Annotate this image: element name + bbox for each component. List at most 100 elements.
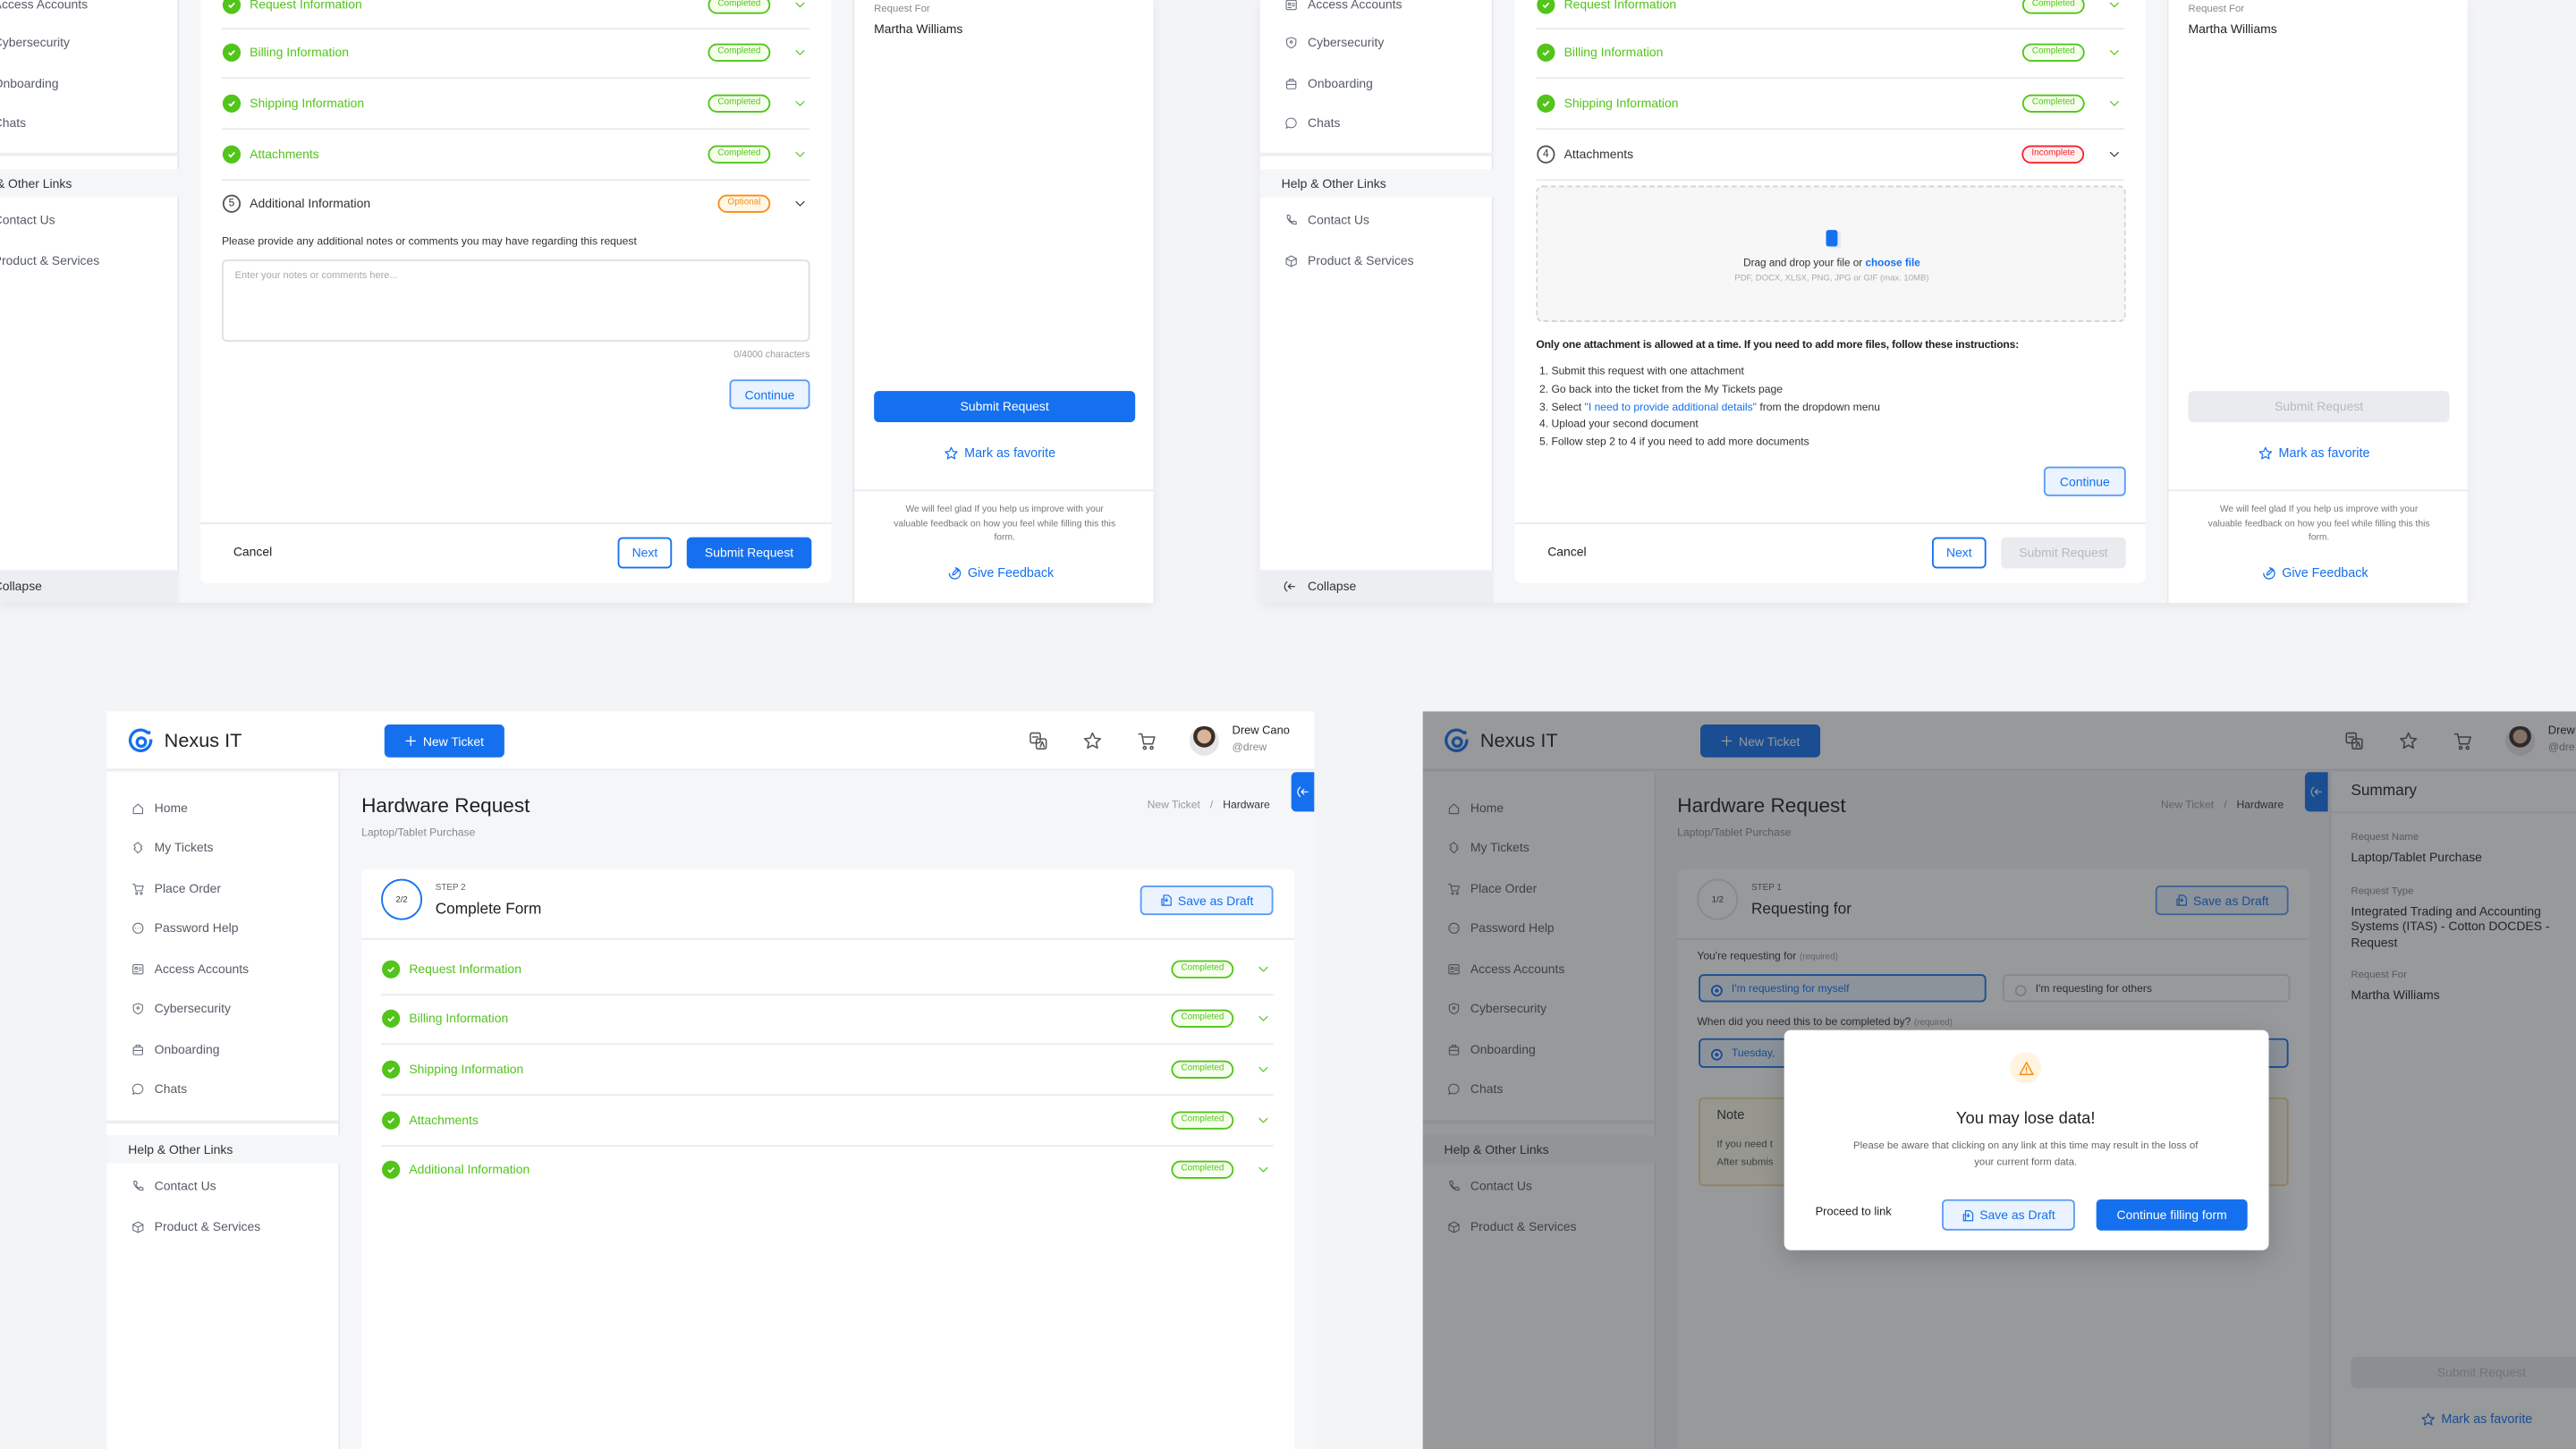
new-ticket-button[interactable]: New Ticket	[1700, 724, 1821, 758]
sidebar-item-chats[interactable]: Chats	[0, 110, 169, 136]
give-feedback-link[interactable]: Give Feedback	[2234, 562, 2405, 585]
sidebar-item-onboarding[interactable]: Onboarding	[1433, 1037, 1647, 1063]
collapse-button[interactable]: Collapse	[1259, 570, 1494, 604]
form-section-shipping-information[interactable]: Shipping Information Completed	[222, 90, 810, 116]
chevron-down-icon[interactable]	[1257, 1063, 1270, 1076]
collapse-button[interactable]: Collapse	[0, 570, 180, 604]
continue-button[interactable]: Continue	[2043, 466, 2126, 496]
mark-favorite-link[interactable]: Mark as favorite	[2397, 1408, 2568, 1431]
sidebar-item-contact-us[interactable]: Contact Us	[1433, 1173, 1647, 1199]
radio-option-others[interactable]: I'm requesting for others	[2002, 974, 2291, 1003]
form-section-attachments[interactable]: Attachments Completed	[222, 141, 810, 167]
form-section-billing-information[interactable]: Billing Information Completed	[222, 39, 810, 65]
form-section-shipping-information[interactable]: Shipping Information Completed	[381, 1056, 1273, 1082]
sidebar-item-my-tickets[interactable]: My Tickets	[1433, 835, 1647, 860]
sidebar-item-cybersecurity[interactable]: Cybersecurity	[1433, 996, 1647, 1021]
chevron-down-icon[interactable]	[1257, 1163, 1270, 1176]
sidebar-item-place-order[interactable]: Place Order	[1433, 876, 1647, 902]
chevron-down-icon[interactable]	[793, 97, 807, 110]
sidebar-item-onboarding[interactable]: Onboarding	[0, 71, 169, 97]
sidebar-item-cybersecurity[interactable]: Cybersecurity	[1270, 30, 1484, 55]
sidebar-item-access-accounts[interactable]: Access Accounts	[1270, 0, 1484, 18]
mark-favorite-link[interactable]: Mark as favorite	[2234, 442, 2405, 465]
chevron-down-icon[interactable]	[793, 148, 807, 161]
continue-button[interactable]: Continue	[729, 379, 810, 410]
sidebar-item-access-accounts[interactable]: Access Accounts	[1433, 956, 1647, 982]
sidebar-item-place-order[interactable]: Place Order	[116, 876, 330, 902]
additional-details-link[interactable]: "I need to provide additional details"	[1584, 402, 1757, 413]
form-section-billing-information[interactable]: Billing Information Completed	[381, 1005, 1273, 1031]
sidebar-item-contact-us[interactable]: Contact Us	[116, 1173, 330, 1199]
breadcrumb-new-ticket[interactable]: New Ticket	[2160, 800, 2215, 812]
sidebar-item-chats[interactable]: Chats	[1433, 1076, 1647, 1102]
submit-request-button[interactable]: Submit Request	[686, 537, 812, 569]
modal-save-draft-button[interactable]: Save as Draft	[1942, 1199, 2075, 1231]
sidebar-item-product-services[interactable]: Product & Services	[1433, 1214, 1647, 1240]
file-dropzone[interactable]: Drag and drop your file or choose file PD…	[1536, 185, 2126, 323]
sidebar-item-access-accounts[interactable]: Access Accounts	[116, 956, 330, 982]
proceed-to-link-button[interactable]: Proceed to link	[1815, 1207, 1892, 1219]
chevron-down-icon[interactable]	[2108, 0, 2122, 12]
form-section-request-information[interactable]: Request Information Completed	[381, 956, 1273, 982]
breadcrumb-new-ticket[interactable]: New Ticket	[1147, 800, 1200, 812]
next-button[interactable]: Next	[617, 537, 673, 569]
sidebar-item-product-services[interactable]: Product & Services	[0, 248, 169, 274]
form-section-additional-information[interactable]: Additional Information Completed	[381, 1157, 1273, 1182]
form-section-request-information[interactable]: Request Information Completed	[222, 0, 810, 18]
sidebar-item-onboarding[interactable]: Onboarding	[116, 1037, 330, 1063]
sidebar-item-onboarding[interactable]: Onboarding	[1270, 71, 1484, 97]
sidebar-item-chats[interactable]: Chats	[1270, 110, 1484, 136]
cancel-button[interactable]: Cancel	[233, 544, 273, 559]
mark-favorite-link[interactable]: Mark as favorite	[920, 442, 1091, 465]
form-section-shipping-information[interactable]: Shipping Information Completed	[1536, 90, 2124, 116]
save-draft-button[interactable]: Save as Draft	[1140, 886, 1274, 916]
form-section-attachments[interactable]: Attachments Completed	[381, 1107, 1273, 1133]
chevron-down-icon[interactable]	[2108, 97, 2122, 110]
summary-submit-button[interactable]: Submit Request	[2188, 391, 2450, 423]
cart-icon[interactable]	[1137, 731, 1157, 750]
translate-icon[interactable]	[2344, 731, 2364, 750]
chevron-down-icon[interactable]	[793, 0, 807, 12]
expand-summary-tab[interactable]	[1291, 772, 1315, 812]
translate-icon[interactable]	[1029, 731, 1048, 750]
chevron-down-icon[interactable]	[1257, 1012, 1270, 1025]
cancel-button[interactable]: Cancel	[1547, 544, 1587, 559]
star-icon[interactable]	[1082, 731, 1102, 750]
star-icon[interactable]	[2399, 731, 2419, 750]
next-button[interactable]: Next	[1932, 537, 1987, 569]
summary-submit-button[interactable]: Submit Request	[2351, 1357, 2576, 1389]
chevron-down-icon[interactable]	[2108, 46, 2122, 59]
sidebar-item-product-services[interactable]: Product & Services	[116, 1214, 330, 1240]
chevron-down-icon[interactable]	[1257, 962, 1270, 976]
sidebar-item-password-help[interactable]: Password Help	[116, 915, 330, 941]
chevron-down-icon[interactable]	[1257, 1114, 1270, 1127]
sidebar-item-access-accounts[interactable]: Access Accounts	[0, 0, 169, 18]
collapse-summary-tab[interactable]	[2304, 772, 2328, 812]
choose-file-link[interactable]: choose file	[1865, 258, 1920, 270]
sidebar-item-product-services[interactable]: Product & Services	[1270, 248, 1484, 274]
cart-icon[interactable]	[2453, 731, 2472, 750]
radio-option-myself[interactable]: I'm requesting for myself	[1699, 974, 1987, 1003]
form-section-additional-information[interactable]: 5 Additional Information Optional	[222, 191, 810, 216]
avatar[interactable]	[2505, 725, 2536, 756]
sidebar-item-contact-us[interactable]: Contact Us	[0, 207, 169, 233]
continue-filling-form-button[interactable]: Continue filling form	[2096, 1199, 2248, 1231]
sidebar-item-chats[interactable]: Chats	[116, 1076, 330, 1102]
notes-textarea[interactable]	[221, 259, 810, 343]
avatar[interactable]	[1189, 725, 1219, 756]
chevron-down-icon[interactable]	[2108, 148, 2122, 161]
summary-submit-button[interactable]: Submit Request	[874, 391, 1136, 423]
sidebar-item-contact-us[interactable]: Contact Us	[1270, 207, 1484, 233]
form-section-attachments[interactable]: 4 Attachments Incomplete	[1536, 141, 2124, 167]
sidebar-item-home[interactable]: Home	[116, 795, 330, 821]
sidebar-item-my-tickets[interactable]: My Tickets	[116, 835, 330, 860]
sidebar-item-password-help[interactable]: Password Help	[1433, 915, 1647, 941]
give-feedback-link[interactable]: Give Feedback	[920, 562, 1091, 585]
form-section-billing-information[interactable]: Billing Information Completed	[1536, 39, 2124, 65]
new-ticket-button[interactable]: New Ticket	[384, 724, 504, 758]
submit-request-button[interactable]: Submit Request	[2001, 537, 2126, 569]
chevron-down-icon[interactable]	[793, 197, 807, 210]
save-draft-button[interactable]: Save as Draft	[2155, 886, 2289, 916]
form-section-request-information[interactable]: Request Information Completed	[1536, 0, 2124, 18]
sidebar-item-cybersecurity[interactable]: Cybersecurity	[116, 996, 330, 1021]
